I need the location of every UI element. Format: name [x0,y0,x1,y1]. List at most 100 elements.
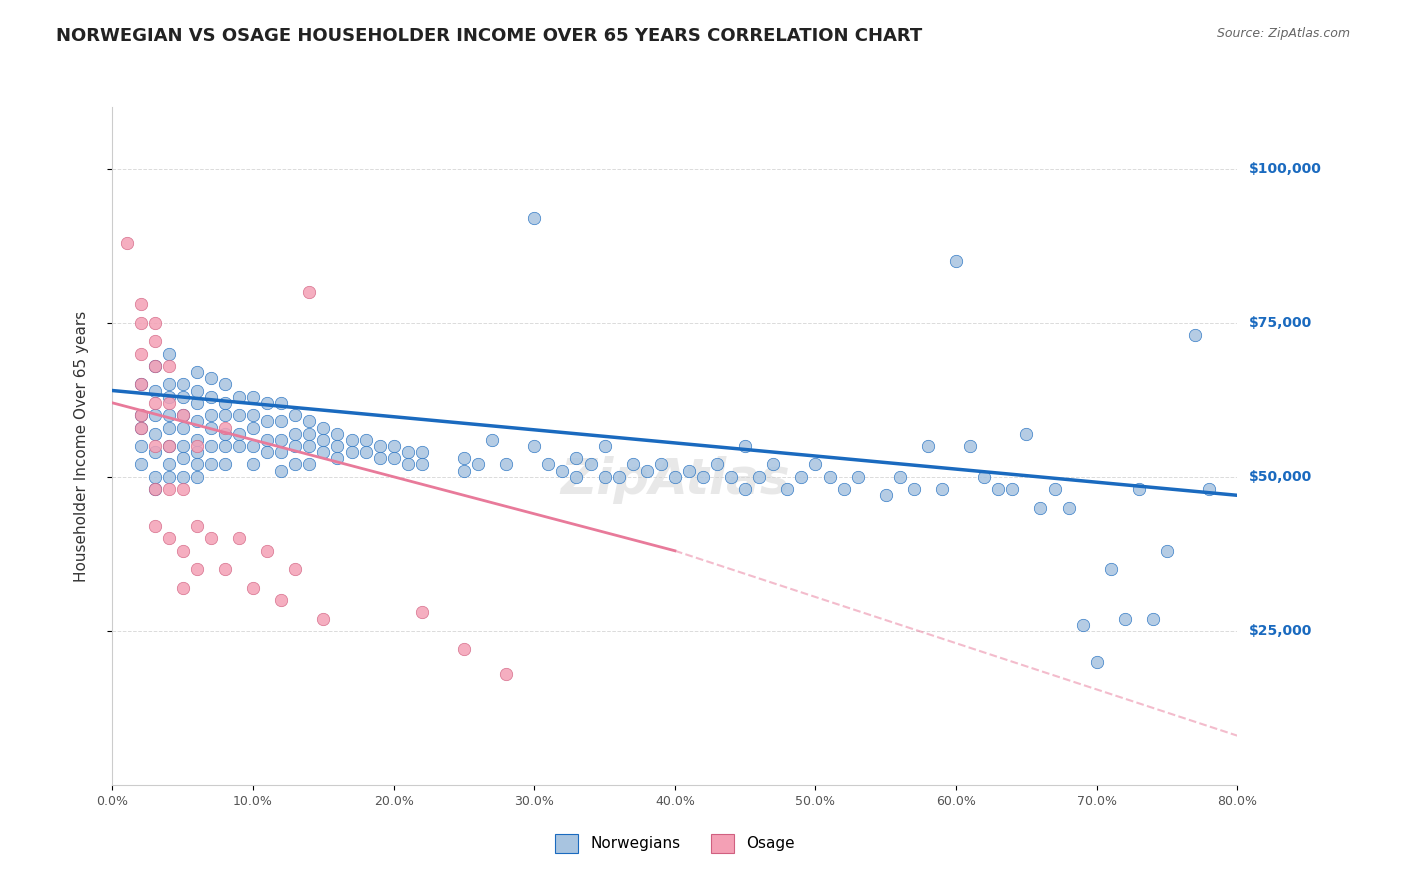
Point [242,408,264,422]
Point [172,420,194,434]
Point [593,439,616,453]
Point [298,414,321,428]
Point [973,470,995,484]
Point [143,316,166,330]
Point [523,211,546,225]
Point [129,458,152,472]
Point [172,408,194,422]
Point [903,482,925,496]
Legend: Norwegians, Osage: Norwegians, Osage [548,828,801,859]
Point [453,464,475,478]
Point [1085,655,1108,669]
Point [1071,617,1094,632]
Point [172,482,194,496]
Point [214,439,236,453]
Point [298,458,321,472]
Point [748,470,770,484]
Point [129,297,152,311]
Point [453,451,475,466]
Point [692,470,714,484]
Point [959,439,981,453]
Point [776,482,799,496]
Point [832,482,855,496]
Point [650,458,672,472]
Point [157,359,180,373]
Point [411,606,433,620]
Point [1142,611,1164,625]
Point [186,458,208,472]
Point [143,359,166,373]
Point [129,420,152,434]
Point [129,420,152,434]
Point [129,346,152,360]
Point [129,408,152,422]
Point [481,433,503,447]
Point [214,396,236,410]
Point [790,470,813,484]
Point [270,414,292,428]
Point [157,408,180,422]
Point [551,464,574,478]
Point [172,377,194,392]
Point [1198,482,1220,496]
Point [340,433,363,447]
Point [186,439,208,453]
Point [129,377,152,392]
Point [298,426,321,441]
Point [1156,543,1178,558]
Point [157,439,180,453]
Point [312,445,335,459]
Point [157,396,180,410]
Point [270,464,292,478]
Point [143,482,166,496]
Point [931,482,953,496]
Point [1057,500,1080,515]
Point [846,470,869,484]
Point [593,470,616,484]
Point [706,458,728,472]
Point [186,365,208,379]
Point [186,445,208,459]
Point [368,451,391,466]
Point [565,451,588,466]
Point [453,642,475,657]
Text: $100,000: $100,000 [1249,161,1322,176]
Point [1015,426,1038,441]
Point [143,482,166,496]
Text: $25,000: $25,000 [1249,624,1312,638]
Point [340,445,363,459]
Point [186,519,208,533]
Point [172,451,194,466]
Point [242,420,264,434]
Point [270,396,292,410]
Point [143,396,166,410]
Point [270,445,292,459]
Point [326,439,349,453]
Point [678,464,700,478]
Text: NORWEGIAN VS OSAGE HOUSEHOLDER INCOME OVER 65 YEARS CORRELATION CHART: NORWEGIAN VS OSAGE HOUSEHOLDER INCOME OV… [56,27,922,45]
Point [200,420,222,434]
Point [523,439,546,453]
Point [734,482,756,496]
Point [129,439,152,453]
Point [495,458,517,472]
Point [354,433,377,447]
Point [129,316,152,330]
Point [143,519,166,533]
Point [200,408,222,422]
Point [172,390,194,404]
Point [129,377,152,392]
Point [762,458,785,472]
Point [368,439,391,453]
Point [579,458,602,472]
Point [945,254,967,268]
Point [115,235,138,250]
Point [312,611,335,625]
Point [200,458,222,472]
Point [382,439,405,453]
Point [987,482,1010,496]
Point [143,334,166,349]
Point [284,439,307,453]
Point [143,470,166,484]
Point [157,470,180,484]
